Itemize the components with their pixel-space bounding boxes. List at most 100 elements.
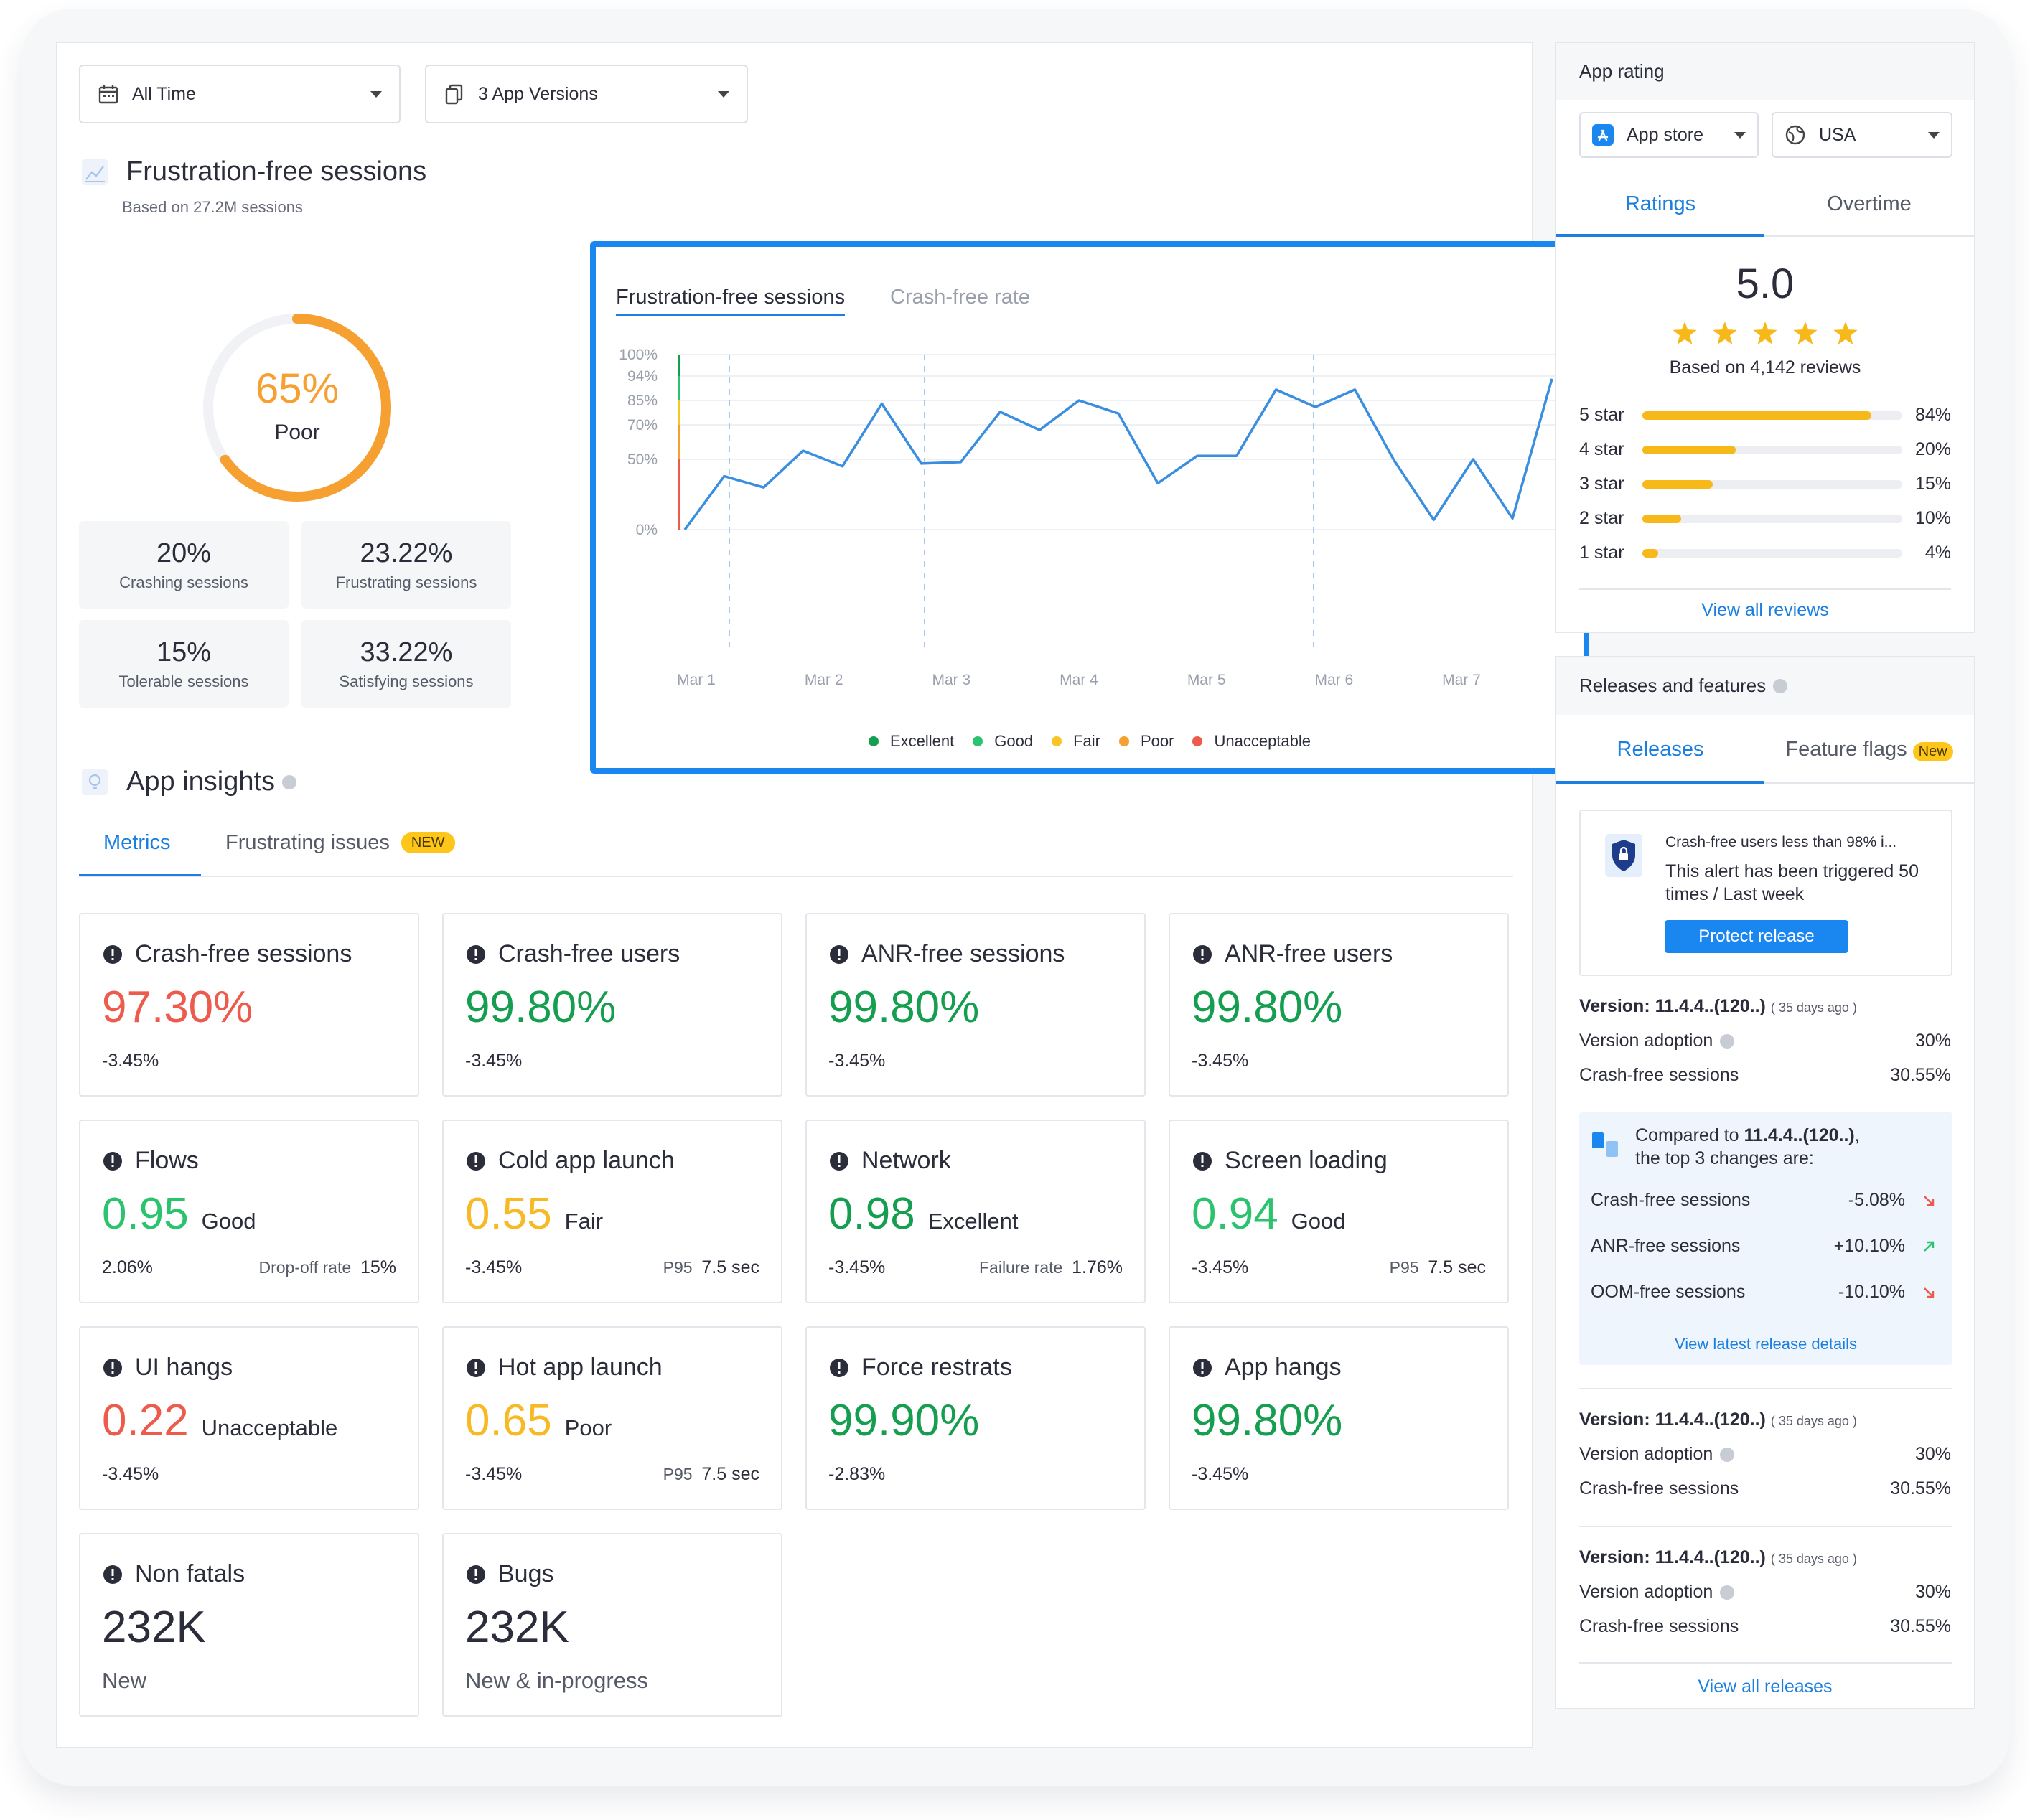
compare-box: Compared to 11.4.4..(120..), the top 3 c… (1579, 1112, 1952, 1365)
card-delta: -3.45% (102, 1464, 159, 1484)
alert-icon (102, 1564, 123, 1585)
metric-card[interactable]: Crash-free users 99.80% -3.45% (442, 913, 782, 1097)
version-adoption-label-row: Version adoption (1579, 1031, 1735, 1051)
version-filter-dropdown[interactable]: 3 App Versions (425, 65, 748, 123)
version-adoption-value: 30% (1914, 1444, 1951, 1464)
card-title-text: Network (861, 1147, 951, 1174)
tab-ratings[interactable]: Ratings (1624, 192, 1696, 215)
info-icon[interactable] (282, 774, 297, 789)
card-title: Cold app launch (465, 1147, 675, 1175)
card-title-text: Crash-free sessions (135, 940, 352, 967)
tab-crash-free-rate[interactable]: Crash-free rate (890, 286, 1031, 309)
stat-label: Crashing sessions (119, 573, 248, 591)
protect-release-button[interactable]: Protect release (1665, 920, 1848, 953)
metric-card[interactable]: Bugs 232K New & in-progress (442, 1533, 782, 1717)
metric-card[interactable]: Flows 0.95 Good 2.06% Drop-off rate 15% (79, 1120, 419, 1303)
card-delta: -3.45% (465, 1051, 523, 1071)
card-secondary: P95 7.5 sec (663, 1257, 759, 1278)
stat-label: Frustrating sessions (335, 573, 477, 591)
legend-poor: Poor (1118, 732, 1174, 751)
metric-card[interactable]: Screen loading 0.94 Good -3.45% P95 7.5 sec (1169, 1120, 1509, 1303)
version-adoption-label-row: Version adoption (1579, 1582, 1735, 1603)
card-value-row: 99.80% (1192, 982, 1342, 1033)
ffs-score-value: 65% (255, 365, 340, 412)
metric-card[interactable]: ANR-free users 99.80% -3.45% (1169, 913, 1509, 1097)
metric-card[interactable]: ANR-free sessions 99.80% -3.45% (805, 913, 1146, 1097)
card-delta: -3.45% (465, 1464, 523, 1484)
card-title: Non fatals (102, 1560, 245, 1588)
metric-card[interactable]: App hangs 99.80% -3.45% (1169, 1326, 1509, 1510)
card-secondary-label: Failure rate (979, 1258, 1063, 1277)
card-title: Bugs (465, 1560, 554, 1588)
rating-bar-track (1642, 480, 1902, 489)
card-value: 97.30% (102, 982, 253, 1032)
info-icon[interactable] (1773, 678, 1788, 693)
metric-card[interactable]: Non fatals 232K New (79, 1533, 419, 1717)
tab-frustration-free-sessions[interactable]: Frustration-free sessions (616, 286, 846, 316)
store-dropdown[interactable]: App store (1579, 112, 1759, 158)
tab-metrics[interactable]: Metrics (103, 831, 171, 854)
metric-card[interactable]: Force restrats 99.90% -2.83% (805, 1326, 1146, 1510)
card-value: 0.65 (465, 1396, 552, 1445)
y-tick-label: 85% (627, 393, 658, 409)
alert-icon (465, 944, 487, 965)
rating-title: App rating (1579, 60, 1665, 82)
tab-releases[interactable]: Releases (1617, 738, 1704, 761)
arrow-up-right-icon (1924, 1241, 1935, 1252)
alert-icon (828, 944, 850, 965)
metric-card[interactable]: Hot app launch 0.65 Poor -3.45% P95 7.5 sec (442, 1326, 782, 1510)
compare-row-label: ANR-free sessions (1591, 1236, 1741, 1256)
card-value-row: 0.55 Fair (465, 1188, 603, 1239)
card-secondary-label: P95 (663, 1258, 693, 1277)
info-icon[interactable] (1720, 1448, 1735, 1463)
view-all-reviews-link[interactable]: View all reviews (1701, 600, 1829, 620)
card-secondary-value: 1.76% (1072, 1257, 1123, 1277)
rating-bar-percent: 10% (1914, 508, 1951, 528)
rating-bar-track (1642, 411, 1902, 420)
releases-header (1556, 657, 1974, 715)
divider (1579, 1526, 1952, 1527)
card-quality: Unacceptable (201, 1415, 338, 1440)
view-latest-release-link[interactable]: View latest release details (1675, 1335, 1857, 1353)
card-title: Hot app launch (465, 1354, 663, 1382)
rating-bar-percent: 84% (1914, 405, 1951, 425)
card-delta: New (102, 1668, 147, 1693)
star-icon (1753, 322, 1777, 344)
metric-card[interactable]: Crash-free sessions 97.30% -3.45% (79, 913, 419, 1097)
info-icon[interactable] (1720, 1034, 1735, 1049)
chart-legend: Excellent Good Fair Poor Unacceptable (596, 732, 1584, 751)
version-cfs-label: Crash-free sessions (1579, 1616, 1739, 1636)
app-rating-panel: App rating App store USA Ratings Overtim… (1555, 42, 1975, 633)
card-secondary-value: 7.5 sec (701, 1464, 759, 1484)
card-value: 232K (102, 1603, 206, 1652)
bug-icon (465, 1564, 487, 1585)
tab-label: Feature flags (1785, 738, 1907, 761)
compare-row-value: +10.10% (1833, 1236, 1905, 1256)
arrow-down-right-icon (1924, 1287, 1935, 1298)
version-ago: ( 35 days ago ) (1770, 1414, 1857, 1428)
tab-overtime[interactable]: Overtime (1827, 192, 1912, 215)
star-icon (1793, 322, 1818, 344)
rating-bar-label: 1 star (1579, 543, 1624, 563)
country-dropdown[interactable]: USA (1772, 112, 1952, 158)
rating-bar-percent: 20% (1914, 439, 1951, 459)
time-filter-dropdown[interactable]: All Time (79, 65, 401, 123)
view-all-releases-link[interactable]: View all releases (1698, 1676, 1833, 1697)
tab-feature-flags[interactable]: Feature flags New (1764, 738, 1974, 761)
metric-card[interactable]: Cold app launch 0.55 Fair -3.45% P95 7.5 sec (442, 1120, 782, 1303)
info-icon[interactable] (1720, 1585, 1735, 1600)
card-value-row: 232K (465, 1602, 569, 1653)
ffs-score-arc (203, 314, 391, 502)
country-label: USA (1819, 124, 1856, 145)
card-title: Network (828, 1147, 951, 1175)
tab-frustrating-issues[interactable]: Frustrating issues NEW (225, 831, 455, 855)
metric-card[interactable]: Network 0.98 Excellent -3.45% Failure rate 1… (805, 1120, 1146, 1303)
stat-label: Satisfying sessions (339, 672, 474, 690)
version-adoption-value: 30% (1914, 1031, 1951, 1051)
card-quality: Good (1291, 1209, 1346, 1234)
card-delta: -3.45% (102, 1051, 159, 1071)
card-quality: Excellent (927, 1209, 1019, 1234)
metric-card[interactable]: UI hangs 0.22 Unacceptable -3.45% (79, 1326, 419, 1510)
card-delta: New & in-progress (465, 1668, 648, 1693)
rating-bar-track (1642, 515, 1902, 523)
